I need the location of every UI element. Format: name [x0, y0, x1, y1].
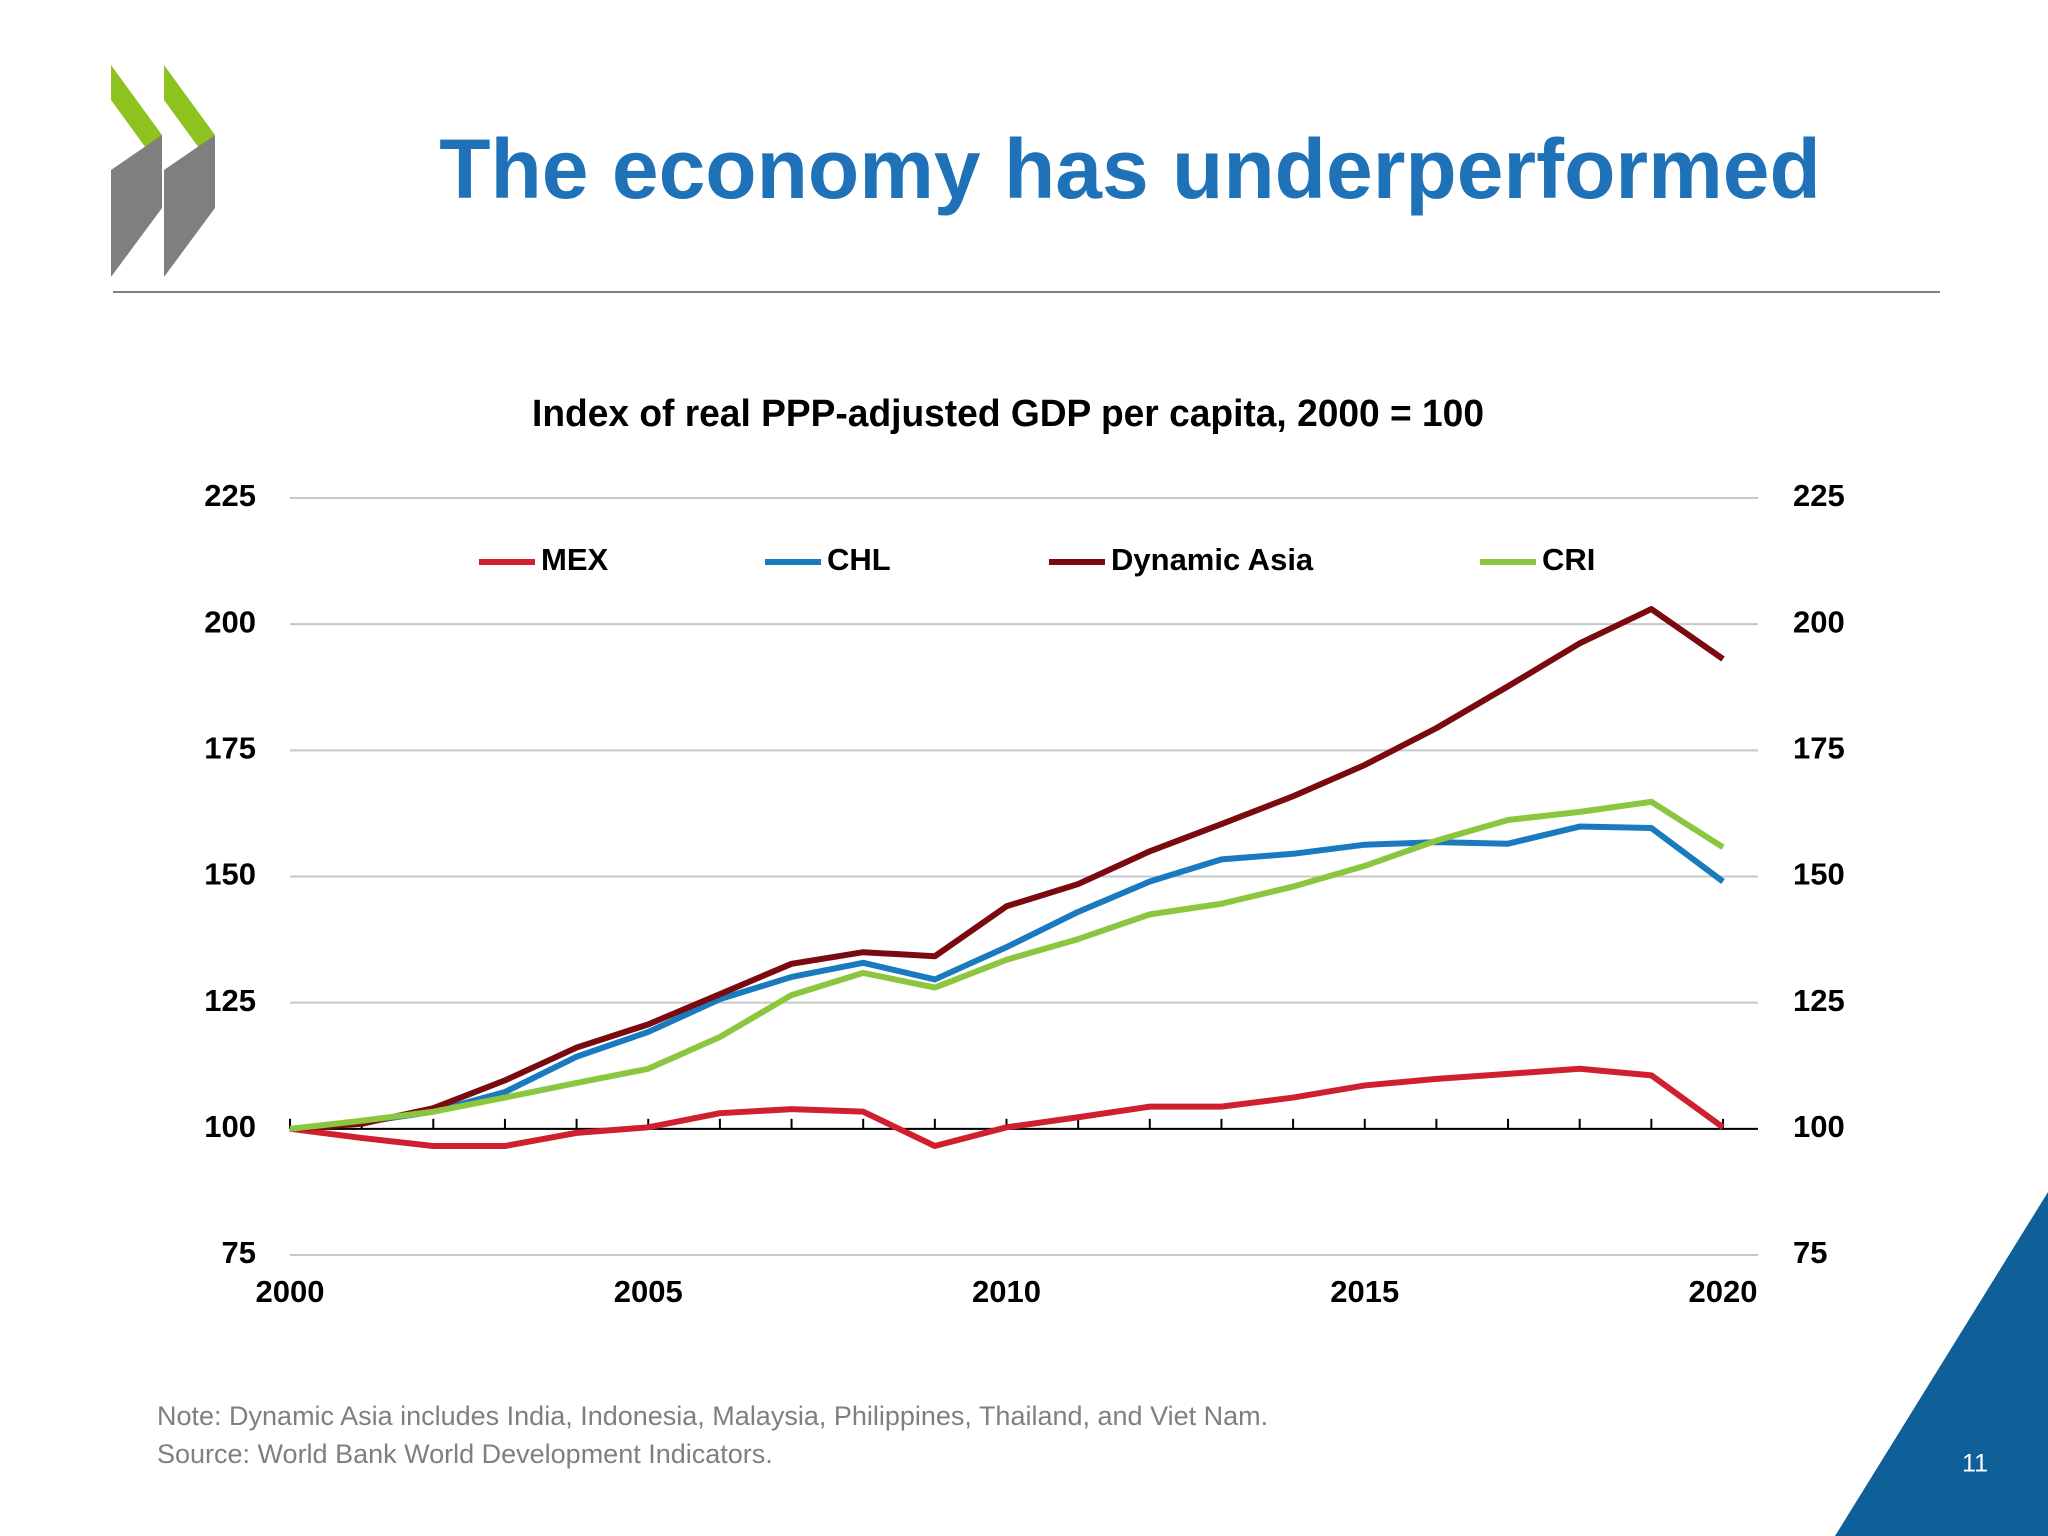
y2-tick-label: 200	[1793, 604, 1845, 639]
series-line	[289, 1065, 1725, 1149]
corner-triangle	[1835, 1192, 2048, 1536]
y2-tick-label: 125	[1793, 983, 1845, 1018]
series-line	[289, 606, 1725, 1132]
series-line	[289, 823, 1725, 1132]
y-tick-label: 150	[204, 857, 256, 892]
y-tick-label: 175	[204, 731, 256, 766]
logo	[164, 135, 215, 277]
chart-title: Index of real PPP-adjusted GDP per capit…	[532, 393, 1484, 435]
source: Source: World Bank World Development Ind…	[157, 1439, 773, 1469]
series-line	[289, 798, 1725, 1132]
legend-label: Dynamic Asia	[1111, 542, 1314, 577]
x-tick-label: 2005	[614, 1274, 683, 1309]
x-tick-label: 2010	[972, 1274, 1041, 1309]
legend-label: CHL	[827, 542, 891, 577]
logo	[111, 135, 162, 277]
legend-label: CRI	[1542, 542, 1595, 577]
y-tick-label: 200	[204, 604, 256, 639]
y2-tick-label: 75	[1793, 1235, 1827, 1270]
x-tick-label: 2020	[1689, 1274, 1758, 1309]
y-tick-label: 225	[204, 478, 256, 513]
y-tick-label: 75	[222, 1235, 256, 1270]
plot: 75 100 125 150 175 200 225 75 100 125 150 175 200 225…	[204, 478, 1844, 1309]
y2-tick-label: 100	[1793, 1109, 1845, 1144]
x-tick-label: 2000	[256, 1274, 325, 1309]
y2-tick-label: 150	[1793, 857, 1845, 892]
legend-label: MEX	[541, 542, 609, 577]
y2-tick-label: 175	[1793, 731, 1845, 766]
y-tick-label: 125	[204, 983, 256, 1018]
page-number: 11	[1962, 1450, 1988, 1478]
slide-title: The economy has underperformed	[439, 122, 1821, 216]
y-tick-label: 100	[204, 1109, 256, 1144]
y2-tick-label: 225	[1793, 478, 1845, 513]
note: Note: Dynamic Asia includes India, Indon…	[157, 1401, 1268, 1431]
x-tick-label: 2015	[1330, 1274, 1399, 1309]
